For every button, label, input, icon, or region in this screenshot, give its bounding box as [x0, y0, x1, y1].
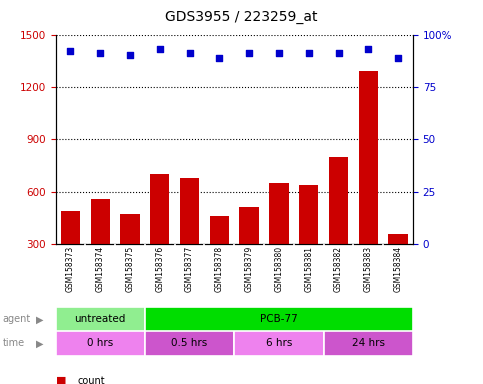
Text: GSM158373: GSM158373: [66, 246, 75, 292]
Text: GSM158377: GSM158377: [185, 246, 194, 292]
Text: GSM158375: GSM158375: [126, 246, 134, 292]
Bar: [150, 174, 170, 296]
Text: 24 hrs: 24 hrs: [352, 338, 385, 349]
Point: [156, 46, 164, 52]
Text: 0 hrs: 0 hrs: [87, 338, 114, 349]
Text: GSM158378: GSM158378: [215, 246, 224, 292]
Point: [335, 50, 342, 56]
Bar: [269, 183, 289, 296]
Point: [305, 50, 313, 56]
Text: GSM158381: GSM158381: [304, 246, 313, 292]
Point: [364, 46, 372, 52]
Bar: [90, 199, 110, 296]
Point: [185, 50, 193, 56]
Text: GDS3955 / 223259_at: GDS3955 / 223259_at: [165, 10, 318, 23]
Bar: [145, 331, 234, 356]
Bar: [358, 71, 378, 296]
Bar: [388, 234, 408, 296]
Bar: [180, 177, 199, 296]
Text: GSM158383: GSM158383: [364, 246, 373, 292]
Bar: [240, 207, 259, 296]
Text: PCB-77: PCB-77: [260, 314, 298, 324]
Text: untreated: untreated: [74, 314, 126, 324]
Text: GSM158382: GSM158382: [334, 246, 343, 292]
Text: GSM158374: GSM158374: [96, 246, 105, 292]
Point: [245, 50, 253, 56]
Bar: [210, 216, 229, 296]
Text: count: count: [77, 376, 105, 384]
Bar: [329, 157, 348, 296]
Text: GSM158376: GSM158376: [156, 246, 164, 292]
Point: [97, 50, 104, 56]
Bar: [234, 331, 324, 356]
Point: [215, 55, 223, 61]
Text: ▶: ▶: [36, 338, 44, 349]
Text: ▶: ▶: [36, 314, 44, 324]
Bar: [56, 331, 145, 356]
Point: [275, 50, 283, 56]
Text: GSM158384: GSM158384: [394, 246, 402, 292]
Text: time: time: [2, 338, 25, 349]
Bar: [324, 331, 413, 356]
Text: ■: ■: [56, 376, 66, 384]
Text: agent: agent: [2, 314, 30, 324]
Text: 6 hrs: 6 hrs: [266, 338, 292, 349]
Bar: [145, 307, 413, 331]
Bar: [299, 185, 318, 296]
Bar: [120, 214, 140, 296]
Bar: [56, 307, 145, 331]
Bar: [61, 211, 80, 296]
Point: [126, 53, 134, 59]
Point: [67, 48, 74, 55]
Text: GSM158379: GSM158379: [245, 246, 254, 292]
Text: GSM158380: GSM158380: [274, 246, 284, 292]
Text: 0.5 hrs: 0.5 hrs: [171, 338, 208, 349]
Point: [394, 55, 402, 61]
